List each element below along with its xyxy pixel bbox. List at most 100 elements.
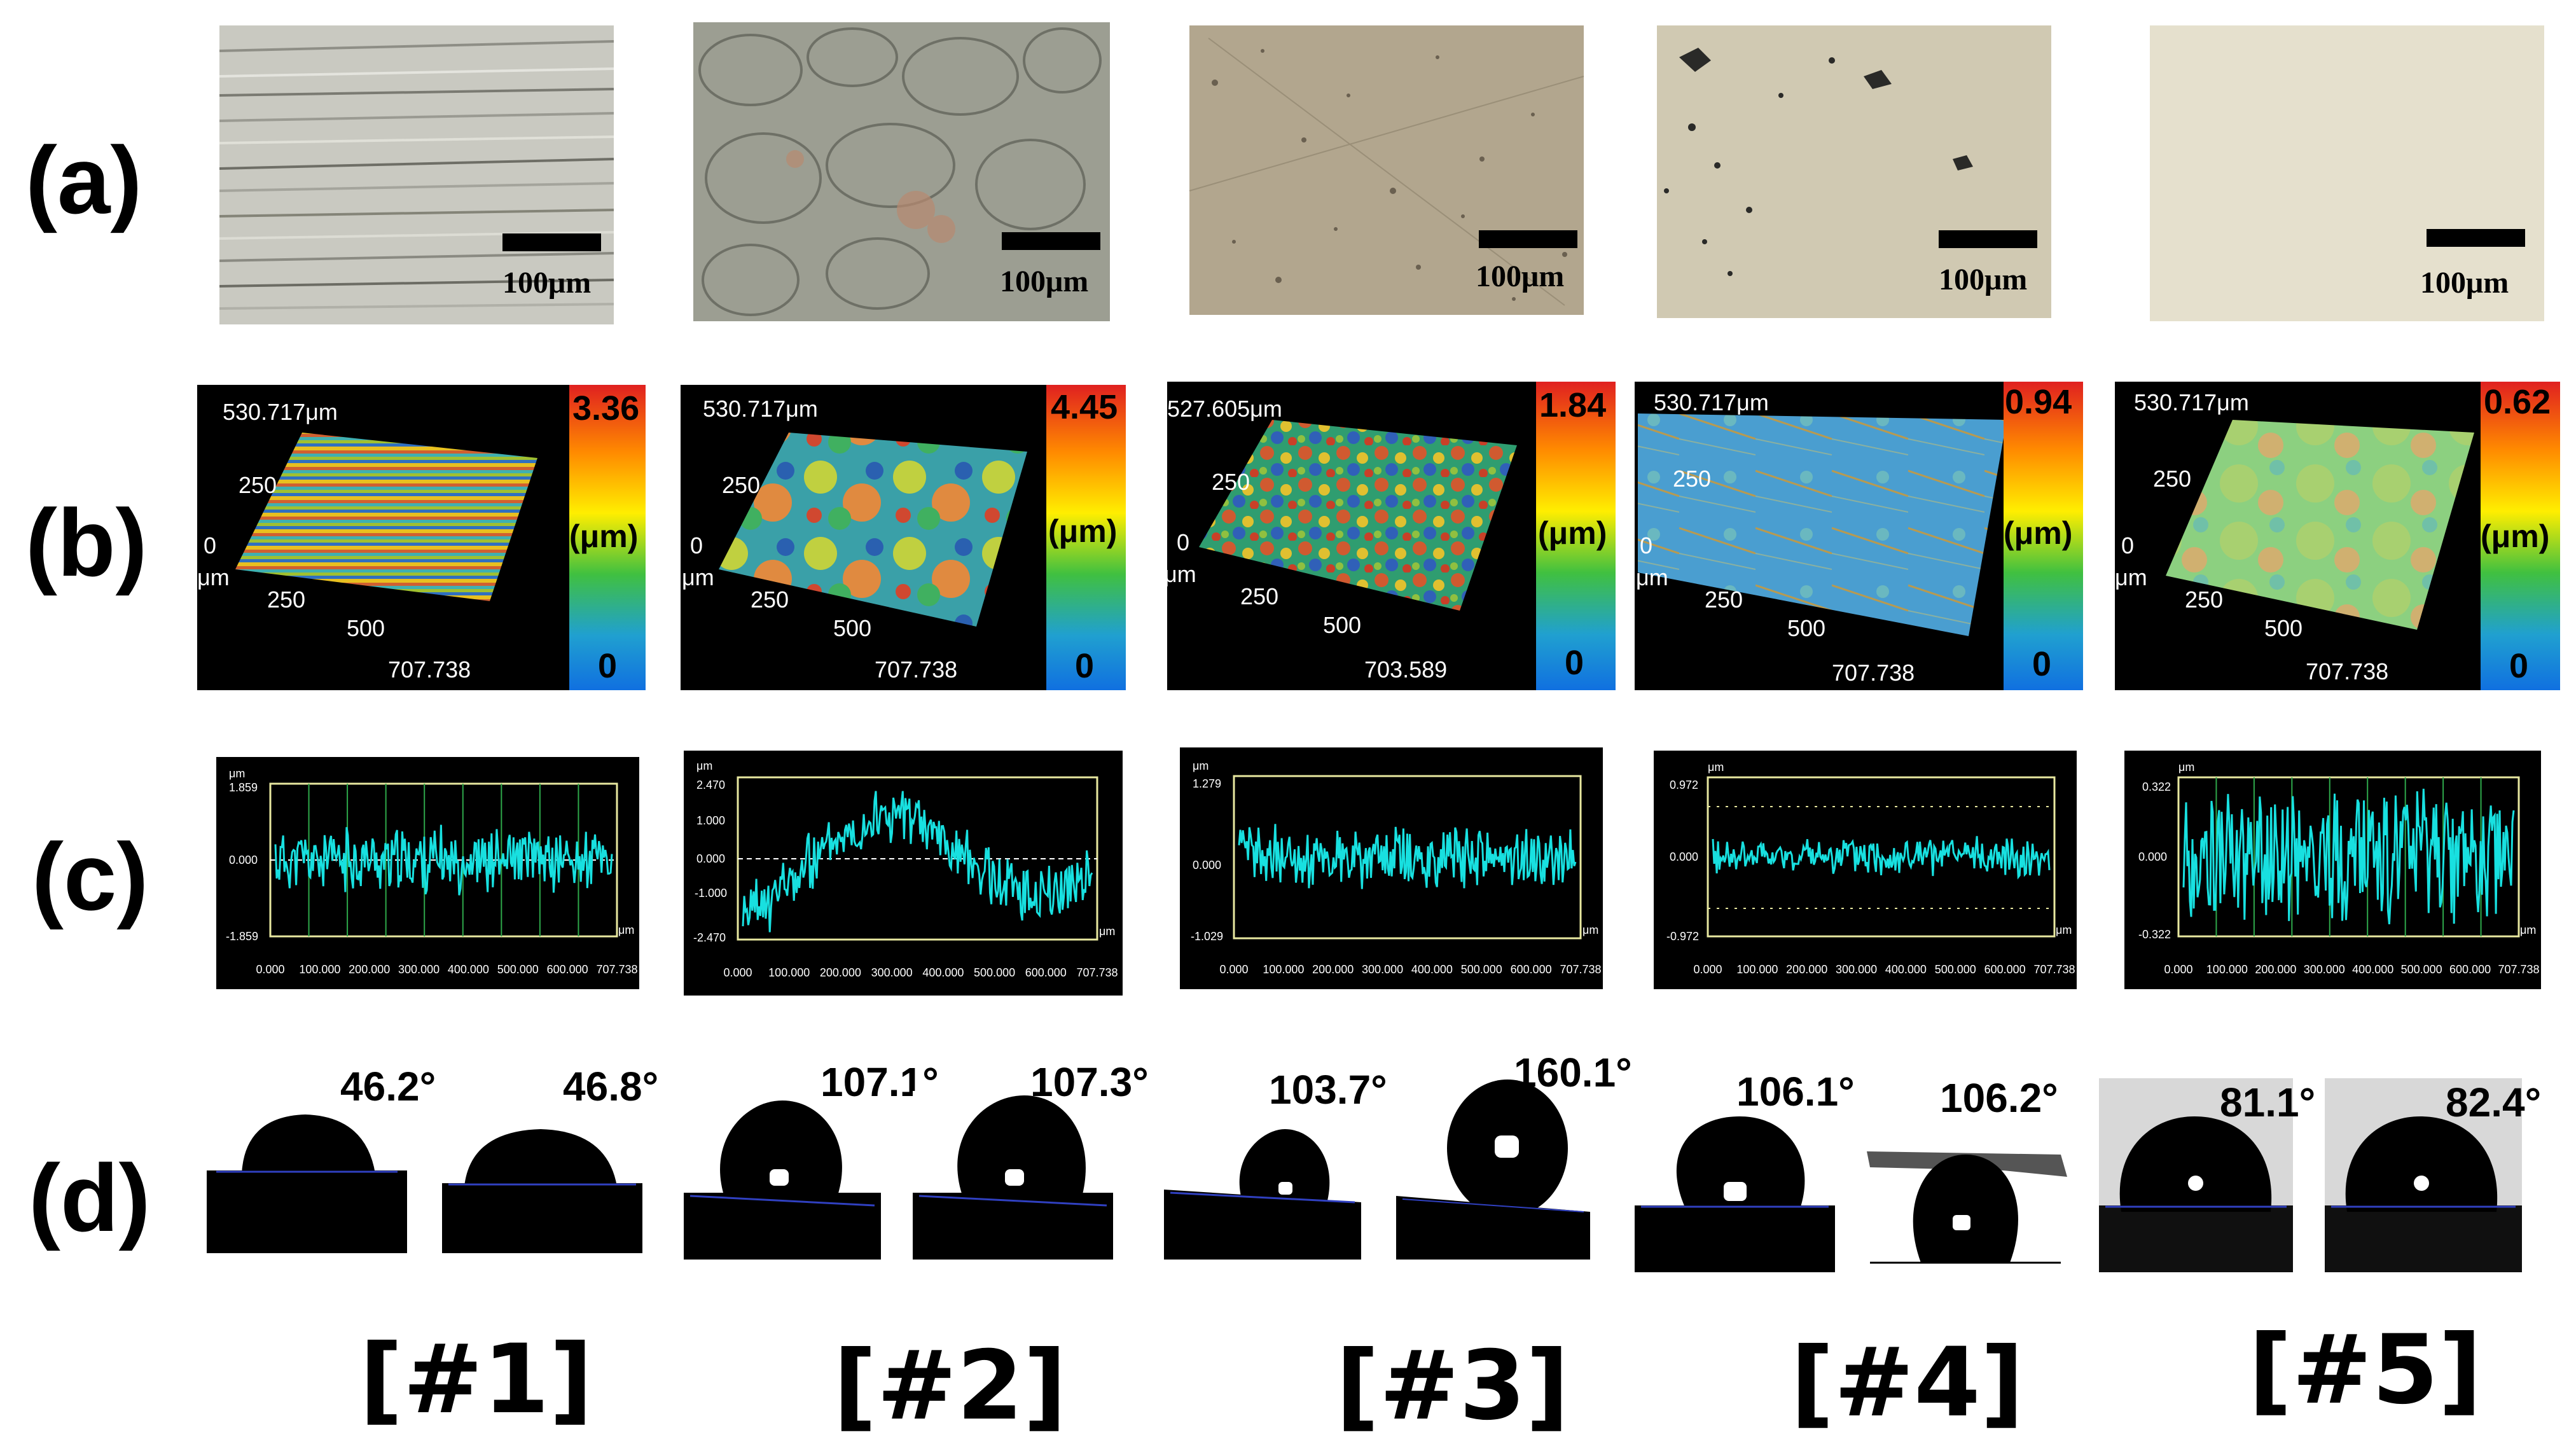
droplet-image-2b	[913, 1091, 1113, 1260]
profile-x-tick: 200.000	[2255, 963, 2296, 976]
profile-x-tick: 500.000	[974, 966, 1015, 979]
surface-x-tick-1: 250	[2185, 587, 2223, 613]
profile-3: μm 1.279 0.000 -1.029 μm 0.000 100.000 200…	[1180, 747, 1603, 989]
sample-label-2: [#2]	[833, 1331, 1067, 1441]
sample-label-4: [#4]	[1790, 1328, 2024, 1438]
droplet-shape	[1676, 1116, 1805, 1209]
profile-x-tick: 400.000	[448, 963, 489, 976]
colorbar-min: 0	[598, 647, 617, 685]
surface-3d-plot	[235, 433, 537, 601]
surface-x-unit: μm	[197, 564, 230, 590]
profile-x-tick: 400.000	[1411, 963, 1453, 976]
rust-spots	[786, 150, 955, 243]
profile-y-bottom: -0.972	[1666, 930, 1699, 943]
colorbar-unit: (μm)	[569, 518, 638, 554]
profile-x-tick: 0.000	[723, 966, 752, 979]
scale-bar	[1002, 232, 1100, 250]
profile-y-bottom: -0.322	[2138, 928, 2171, 941]
profile-y-top: 1.279	[1193, 777, 1221, 790]
contact-angle-2b: 107.3°	[1030, 1059, 1149, 1105]
droplet-baseline	[689, 1195, 875, 1207]
profile-line	[1712, 836, 2051, 880]
surface-x-tick-1: 250	[267, 587, 305, 613]
profile-x-tick: 600.000	[1511, 963, 1552, 976]
droplet-image-1a	[207, 1091, 407, 1253]
surface-x-max: 707.738	[2306, 658, 2388, 684]
droplet-shape	[720, 1100, 842, 1199]
droplet-image-5a	[2099, 1078, 2293, 1272]
profile-y-lower: -1.000	[695, 887, 727, 899]
surface-x-tick-1: 250	[751, 587, 789, 613]
profile-y-mid: 0.000	[2138, 850, 2167, 863]
profile-y-unit: μm	[1708, 761, 1724, 774]
colorbar	[2481, 382, 2560, 690]
surface-origin: 0	[2121, 532, 2134, 559]
surface-y-max: 530.717μm	[1654, 389, 1769, 415]
droplet-shape	[464, 1129, 617, 1186]
profile-y-unit: μm	[696, 760, 712, 772]
surface-3d-plot	[1638, 413, 2007, 636]
colorbar-min: 0	[1075, 647, 1094, 685]
surface-y-tick: 250	[722, 472, 760, 498]
profile-x-tick: 300.000	[1836, 963, 1877, 976]
droplet-substrate	[1635, 1205, 1835, 1272]
profile-x-tick: 0.000	[2164, 963, 2192, 976]
colorbar	[1536, 382, 1616, 690]
profile-x-tick: 100.000	[2206, 963, 2248, 976]
profile-x-tick: 500.000	[2401, 963, 2442, 976]
profile-x-tick: 600.000	[547, 963, 588, 976]
droplet-highlight	[1278, 1182, 1292, 1195]
contact-angle-4b: 106.2°	[1940, 1075, 2058, 1121]
colorbar-min: 0	[2509, 647, 2528, 685]
profile-x-tick: 100.000	[1736, 963, 1778, 976]
profile-y-unit: μm	[1193, 760, 1208, 772]
droplet-image-5b	[2325, 1078, 2522, 1272]
profile-4: μm 0.972 0.000 -0.972 μm 0.000 100.000 200…	[1654, 751, 2077, 989]
profile-y-top: 2.470	[696, 779, 725, 791]
profile-x-tick: 0.000	[1219, 963, 1248, 976]
profile-x-tick: 200.000	[820, 966, 861, 979]
profile-y-bottom: -1.859	[226, 930, 258, 943]
droplet-image-3b	[1396, 1080, 1590, 1260]
scale-bar-label: 100μm	[1000, 265, 1088, 298]
profile-x-tick: 100.000	[1263, 963, 1304, 976]
micrograph-5: 100μm	[2150, 25, 2544, 321]
profile-x-tick: 100.000	[299, 963, 340, 976]
scale-bar-label: 100μm	[2420, 266, 2509, 300]
surface-3d-plot	[719, 433, 1027, 627]
profile-x-unit: μm	[2520, 924, 2536, 936]
colorbar-min: 0	[2032, 645, 2051, 683]
droplet-baseline	[1402, 1198, 1584, 1212]
profile-y-bottom: -2.470	[693, 931, 726, 944]
droplet-shape	[242, 1114, 375, 1174]
contact-angle-4a: 106.1°	[1736, 1069, 1855, 1114]
surface-origin: 0	[1177, 529, 1189, 555]
sample-label-3: [#3]	[1336, 1331, 1569, 1441]
profile-1: μm 1.859 0.000 -1.859 μm 0.000 100.000 200…	[216, 757, 639, 989]
profile-x-tick: 707.738	[1076, 966, 1118, 979]
micrograph-1: 100μm	[219, 25, 614, 324]
row-label-a: (a)	[25, 127, 142, 233]
micrograph-image	[693, 22, 1110, 321]
profile-plot-frame	[2177, 776, 2520, 938]
droplet-substrate	[207, 1170, 407, 1253]
profile-x-tick: 0.000	[256, 963, 284, 976]
profile-x-tick: 400.000	[922, 966, 964, 979]
micrograph-3: 100μm	[1189, 25, 1584, 315]
colorbar-unit: (μm)	[1048, 513, 1117, 549]
cell-texture	[698, 27, 1102, 316]
profile-x-unit: μm	[618, 924, 634, 936]
profile-line	[1238, 824, 1577, 889]
droplet-highlight	[770, 1169, 789, 1186]
surface-y-max: 530.717μm	[2134, 389, 2249, 415]
surface-3d-2: 530.717μm 250 0 μm 250 500 707.738 4.45 …	[681, 385, 1126, 690]
surface-x-max: 707.738	[875, 656, 957, 683]
surface-x-max: 707.738	[1832, 660, 1915, 686]
colorbar-max: 4.45	[1051, 388, 1118, 426]
surface-3d-5: 530.717μm 250 0 μm 250 500 707.738 0.62 …	[2115, 382, 2560, 690]
droplet-highlight	[1005, 1169, 1024, 1186]
micrograph-4: 100μm	[1657, 25, 2051, 318]
droplet-shape	[957, 1095, 1086, 1199]
droplet-substrate	[913, 1193, 1113, 1260]
